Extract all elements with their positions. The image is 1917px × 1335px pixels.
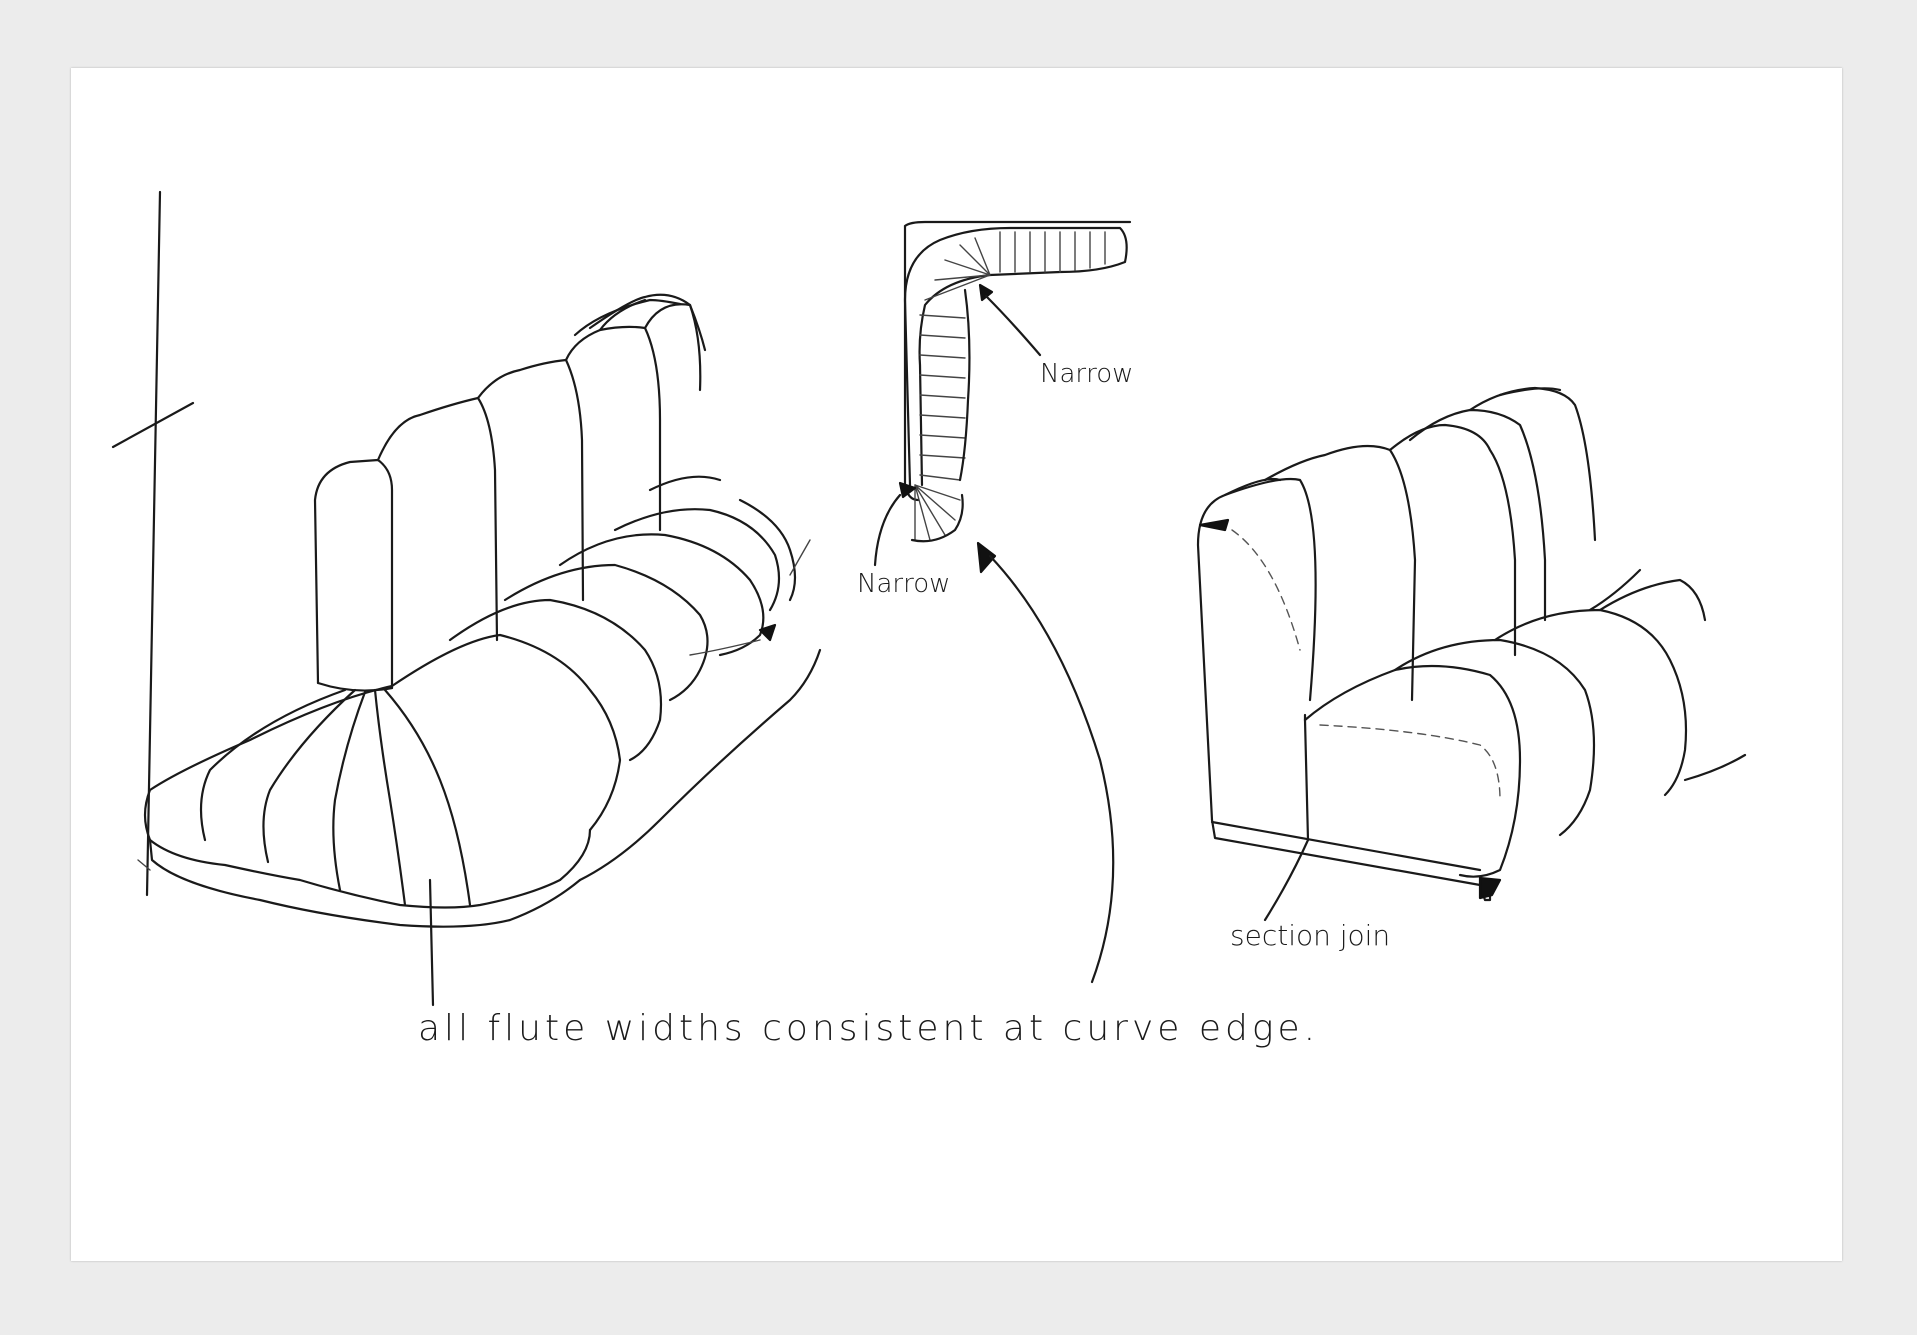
- seat-fan-flute-3: [332, 690, 367, 892]
- backrest-back-edge: [588, 293, 707, 352]
- seat-plinth-line: [578, 648, 822, 882]
- narrow-marker-top: [978, 283, 994, 302]
- plan-corner-fan: [924, 237, 991, 301]
- section-seat-cushion-4: [1598, 578, 1707, 622]
- section-seat-cushion-3: [1493, 608, 1688, 797]
- seat-cushion-end-mark: [758, 623, 777, 642]
- wall-mark: [137, 859, 151, 871]
- seat-curved-end: [143, 684, 592, 909]
- seat-fan-flute-1: [199, 688, 347, 842]
- plan-sofa-outer: [903, 226, 1128, 487]
- seat-cushion-back: [648, 475, 797, 602]
- section-join-leader: [1263, 838, 1310, 922]
- section-top-mark: [1198, 518, 1230, 532]
- narrow-top-label: Narrow: [1040, 359, 1133, 389]
- section-seat-tail: [1683, 753, 1747, 782]
- seat-tail-line: [789, 539, 811, 576]
- section-plinth-mark: [1478, 876, 1502, 900]
- backrest-end-pillar: [313, 458, 394, 690]
- seat-cushion-1: [390, 633, 622, 832]
- left-sofa-sketch: [111, 190, 822, 928]
- section-back-top-tail: [1498, 387, 1562, 397]
- plan-side-right: [958, 288, 971, 482]
- seat-cushion-2: [448, 598, 663, 762]
- backrest-flute-3: [564, 325, 662, 532]
- section-back-flute-1: [1263, 444, 1417, 702]
- plan-bottom-fan-edge: [910, 493, 964, 543]
- seat-fan-flute-5: [383, 688, 472, 907]
- seat-cushion-end-line: [689, 639, 761, 656]
- seat-cushion-3: [503, 563, 709, 702]
- wall-corner-line: [111, 401, 195, 449]
- narrow-arrowhead: [976, 541, 997, 574]
- plan-view-sketch: [873, 220, 1132, 574]
- plan-side-flutes: [919, 314, 966, 481]
- section-back-tail: [1588, 568, 1642, 612]
- seat-fan-flute-2: [262, 688, 357, 864]
- flute-consistency-note: all flute widths consistent at curve edg…: [418, 1008, 1319, 1049]
- wall-vertical-line: [145, 190, 162, 897]
- section-plinth-top: [1210, 820, 1482, 872]
- seat-fan-flute-4: [373, 688, 407, 907]
- backrest-top-tail: [573, 298, 682, 337]
- narrow-bottom-leader: [873, 493, 902, 567]
- section-plinth: [1210, 818, 1492, 902]
- section-back-flute-3: [1408, 408, 1547, 622]
- narrow-marker-bottom: [898, 481, 917, 499]
- seat-cushion-5: [613, 508, 781, 612]
- plan-sofa-inner: [918, 273, 992, 487]
- right-sofa-sketch: [1196, 386, 1747, 922]
- backrest-flute-5: [643, 303, 702, 392]
- flute-note-leader: [988, 554, 1115, 984]
- section-seat-dashed: [1319, 724, 1501, 801]
- section-end-slab: [1196, 477, 1282, 822]
- section-edge-dashed: [1231, 529, 1301, 651]
- section-seat-cushion-2: [1393, 638, 1596, 837]
- plan-top-flutes: [999, 231, 1106, 273]
- narrow-top-leader: [984, 294, 1042, 357]
- seat-cushion-4: [558, 533, 765, 657]
- seat-outer-rim: [148, 838, 582, 928]
- backrest-flute-2: [476, 358, 585, 602]
- section-end-top: [1223, 477, 1317, 702]
- plan-bottom-fan: [914, 484, 961, 541]
- section-join-label: section join: [1230, 919, 1390, 952]
- section-seat-cushion-1: [1303, 664, 1522, 878]
- sketch-paper: [71, 68, 1842, 1261]
- section-end-slab-inner: [1303, 713, 1310, 842]
- flute-note-leader-left: [428, 878, 435, 1007]
- section-back-flute-2: [1388, 423, 1517, 657]
- backrest-flute-1: [376, 396, 499, 642]
- narrow-bottom-label: Narrow: [857, 569, 950, 599]
